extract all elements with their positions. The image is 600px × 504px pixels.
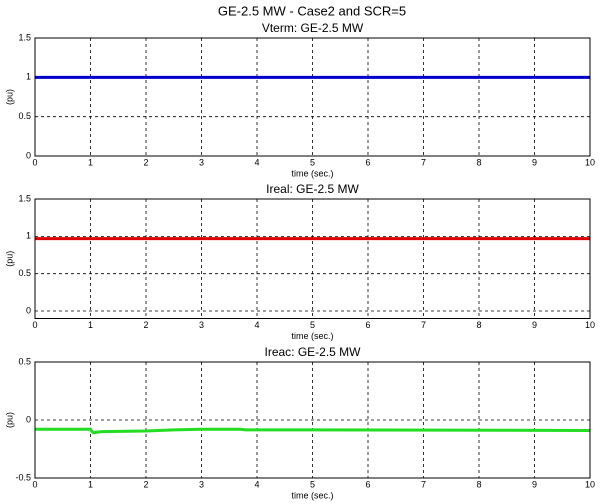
y-axis-label: (pu) <box>4 251 14 267</box>
x-tick-label: 6 <box>365 320 370 330</box>
x-tick-label: 9 <box>532 320 537 330</box>
x-axis-label: time (sec.) <box>291 168 333 178</box>
plot-frame <box>34 37 591 157</box>
data-line <box>35 427 591 435</box>
x-tick-label: 10 <box>585 479 595 489</box>
x-tick-label: 9 <box>532 157 537 167</box>
y-tick-label: -0.5 <box>15 472 31 482</box>
y-tick-label: 1.5 <box>18 32 31 42</box>
x-tick-label: 1 <box>88 479 93 489</box>
subplot-title: Vterm: GE-2.5 MW <box>262 21 364 35</box>
subplot-title: Ireac: GE-2.5 MW <box>264 345 361 359</box>
x-tick-label: 3 <box>199 479 204 489</box>
x-tick-label: 1 <box>88 157 93 167</box>
x-tick-label: 4 <box>254 157 259 167</box>
subplot-title: Ireal: GE-2.5 MW <box>266 182 359 196</box>
x-tick-label: 2 <box>143 320 148 330</box>
plot-frame <box>34 361 591 479</box>
y-tick-label: 1 <box>26 72 31 82</box>
x-tick-label: 9 <box>532 479 537 489</box>
x-tick-label: 5 <box>310 157 315 167</box>
x-tick-label: 2 <box>143 157 148 167</box>
x-tick-label: 2 <box>143 479 148 489</box>
y-tick-label: 0.5 <box>18 268 31 278</box>
x-tick-label: 5 <box>310 479 315 489</box>
x-tick-label: 6 <box>365 157 370 167</box>
x-tick-label: 0 <box>32 157 37 167</box>
x-tick-label: 5 <box>310 320 315 330</box>
x-axis-label: time (sec.) <box>291 490 333 500</box>
x-tick-label: 7 <box>421 157 426 167</box>
x-tick-label: 7 <box>421 320 426 330</box>
x-tick-label: 8 <box>476 479 481 489</box>
y-tick-label: 1.5 <box>18 193 31 203</box>
x-tick-label: 0 <box>32 479 37 489</box>
x-tick-label: 3 <box>199 157 204 167</box>
x-tick-label: 0 <box>32 320 37 330</box>
y-tick-label: 0.5 <box>18 356 31 366</box>
x-tick-label: 8 <box>476 320 481 330</box>
y-axis-label: (pu) <box>4 412 14 428</box>
x-tick-label: 4 <box>254 320 259 330</box>
y-axis-label: (pu) <box>4 89 14 105</box>
y-tick-label: 0 <box>26 305 31 315</box>
plot-frame <box>34 198 591 319</box>
y-tick-label: 0 <box>26 414 31 424</box>
x-tick-label: 10 <box>585 320 595 330</box>
x-axis-label: time (sec.) <box>291 331 333 341</box>
y-tick-label: 1 <box>26 231 31 241</box>
x-tick-label: 7 <box>421 479 426 489</box>
figure-title: GE-2.5 MW - Case2 and SCR=5 <box>218 3 406 18</box>
x-tick-label: 1 <box>88 320 93 330</box>
y-tick-label: 0.5 <box>18 111 31 121</box>
y-tick-label: 0 <box>26 150 31 160</box>
x-tick-label: 10 <box>585 157 595 167</box>
x-tick-label: 8 <box>476 157 481 167</box>
x-tick-label: 4 <box>254 479 259 489</box>
x-tick-label: 6 <box>365 479 370 489</box>
x-tick-label: 3 <box>199 320 204 330</box>
